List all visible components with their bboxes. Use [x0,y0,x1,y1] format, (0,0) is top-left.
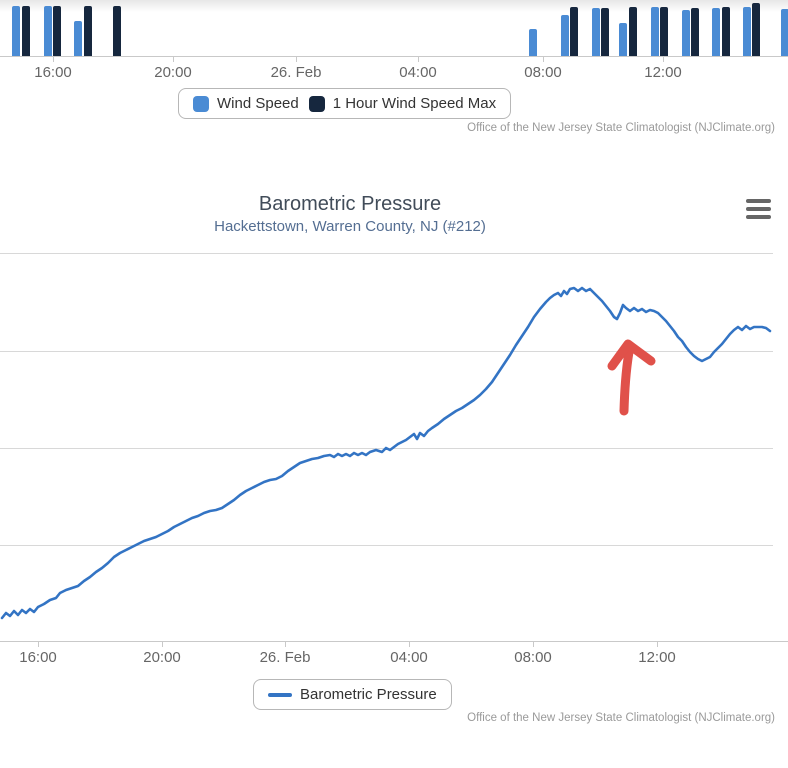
wind-max-bar[interactable] [113,6,121,56]
horizontal-gridline [0,351,773,352]
horizontal-gridline [0,253,773,254]
wind-max-swatch-icon [308,95,325,112]
wind-max-bar[interactable] [752,3,760,56]
wind-speed-legend-label: Wind Speed [217,95,299,112]
x-axis-label: 20:00 [154,64,192,81]
x-axis-tick [38,641,39,647]
wind-max-bar[interactable] [84,6,92,56]
wind-speed-bar[interactable] [682,10,690,56]
x-axis-label: 26. Feb [259,649,311,666]
wind-speed-bar[interactable] [743,7,751,56]
wind-legend: Wind Speed 1 Hour Wind Speed Max [178,88,512,119]
wind-max-legend-label: 1 Hour Wind Speed Max [332,95,497,112]
legend-item-wind-speed[interactable]: Wind Speed [193,95,299,112]
x-axis-tick [657,641,658,647]
pressure-x-axis-line [0,641,788,642]
x-axis-label: 08:00 [514,649,552,666]
pressure-legend: Barometric Pressure [253,679,452,710]
pressure-legend-label: Barometric Pressure [300,686,437,703]
chart-export-menu-button[interactable] [742,195,775,223]
horizontal-gridline [0,545,773,546]
x-axis-label: 12:00 [644,64,682,81]
wind-speed-swatch-icon [193,95,209,112]
barometric-pressure-series-line[interactable] [0,286,772,620]
wind-speed-bar[interactable] [592,8,600,56]
x-axis-tick [53,56,54,62]
wind-max-bar[interactable] [601,8,609,56]
x-axis-label: 04:00 [390,649,428,666]
x-axis-tick [162,641,163,647]
wind-speed-bar[interactable] [561,15,569,56]
wind-max-bar[interactable] [53,6,61,56]
x-axis-tick [418,56,419,62]
x-axis-label: 16:00 [19,649,57,666]
wind-speed-bar[interactable] [712,8,720,56]
x-axis-tick [296,56,297,62]
wind-credits-link[interactable]: Office of the New Jersey State Climatolo… [467,122,775,134]
x-axis-label: 12:00 [638,649,676,666]
pressure-line-swatch-icon [268,692,292,697]
hamburger-icon [746,207,771,211]
wind-max-bar[interactable] [691,8,699,56]
x-axis-label: 04:00 [399,64,437,81]
wind-max-bar[interactable] [660,7,668,56]
legend-item-barometric-pressure[interactable]: Barometric Pressure [268,686,437,703]
wind-max-bar[interactable] [629,7,637,56]
x-axis-label: 16:00 [34,64,72,81]
pressure-chart-subtitle: Hackettstown, Warren County, NJ (#212) [214,218,486,235]
wind-max-bar[interactable] [22,6,30,56]
wind-speed-bar[interactable] [44,6,52,56]
x-axis-label: 20:00 [143,649,181,666]
hamburger-icon [746,199,771,203]
wind-speed-bar[interactable] [74,21,82,56]
wind-chart-top-shade [0,0,788,12]
x-axis-tick [533,641,534,647]
wind-speed-bar[interactable] [651,7,659,56]
pressure-chart-title: Barometric Pressure [258,193,442,215]
x-axis-label: 08:00 [524,64,562,81]
x-axis-label: 26. Feb [270,64,322,81]
horizontal-gridline [0,448,773,449]
wind-x-axis-line [0,56,788,57]
x-axis-tick [285,641,286,647]
x-axis-tick [663,56,664,62]
wind-max-bar[interactable] [570,7,578,56]
x-axis-tick [543,56,544,62]
red-annotation-arrow-tail [619,347,634,416]
wind-max-bar[interactable] [722,7,730,56]
wind-speed-bar[interactable] [619,23,627,56]
red-annotation-arrow-head [607,339,656,371]
x-axis-tick [409,641,410,647]
hamburger-icon [746,215,771,219]
wind-speed-bar[interactable] [781,9,788,56]
wind-speed-bar[interactable] [529,29,537,56]
pressure-credits-link[interactable]: Office of the New Jersey State Climatolo… [467,712,775,724]
x-axis-tick [173,56,174,62]
legend-item-wind-max[interactable]: 1 Hour Wind Speed Max [308,95,497,112]
wind-speed-bar[interactable] [12,6,20,56]
